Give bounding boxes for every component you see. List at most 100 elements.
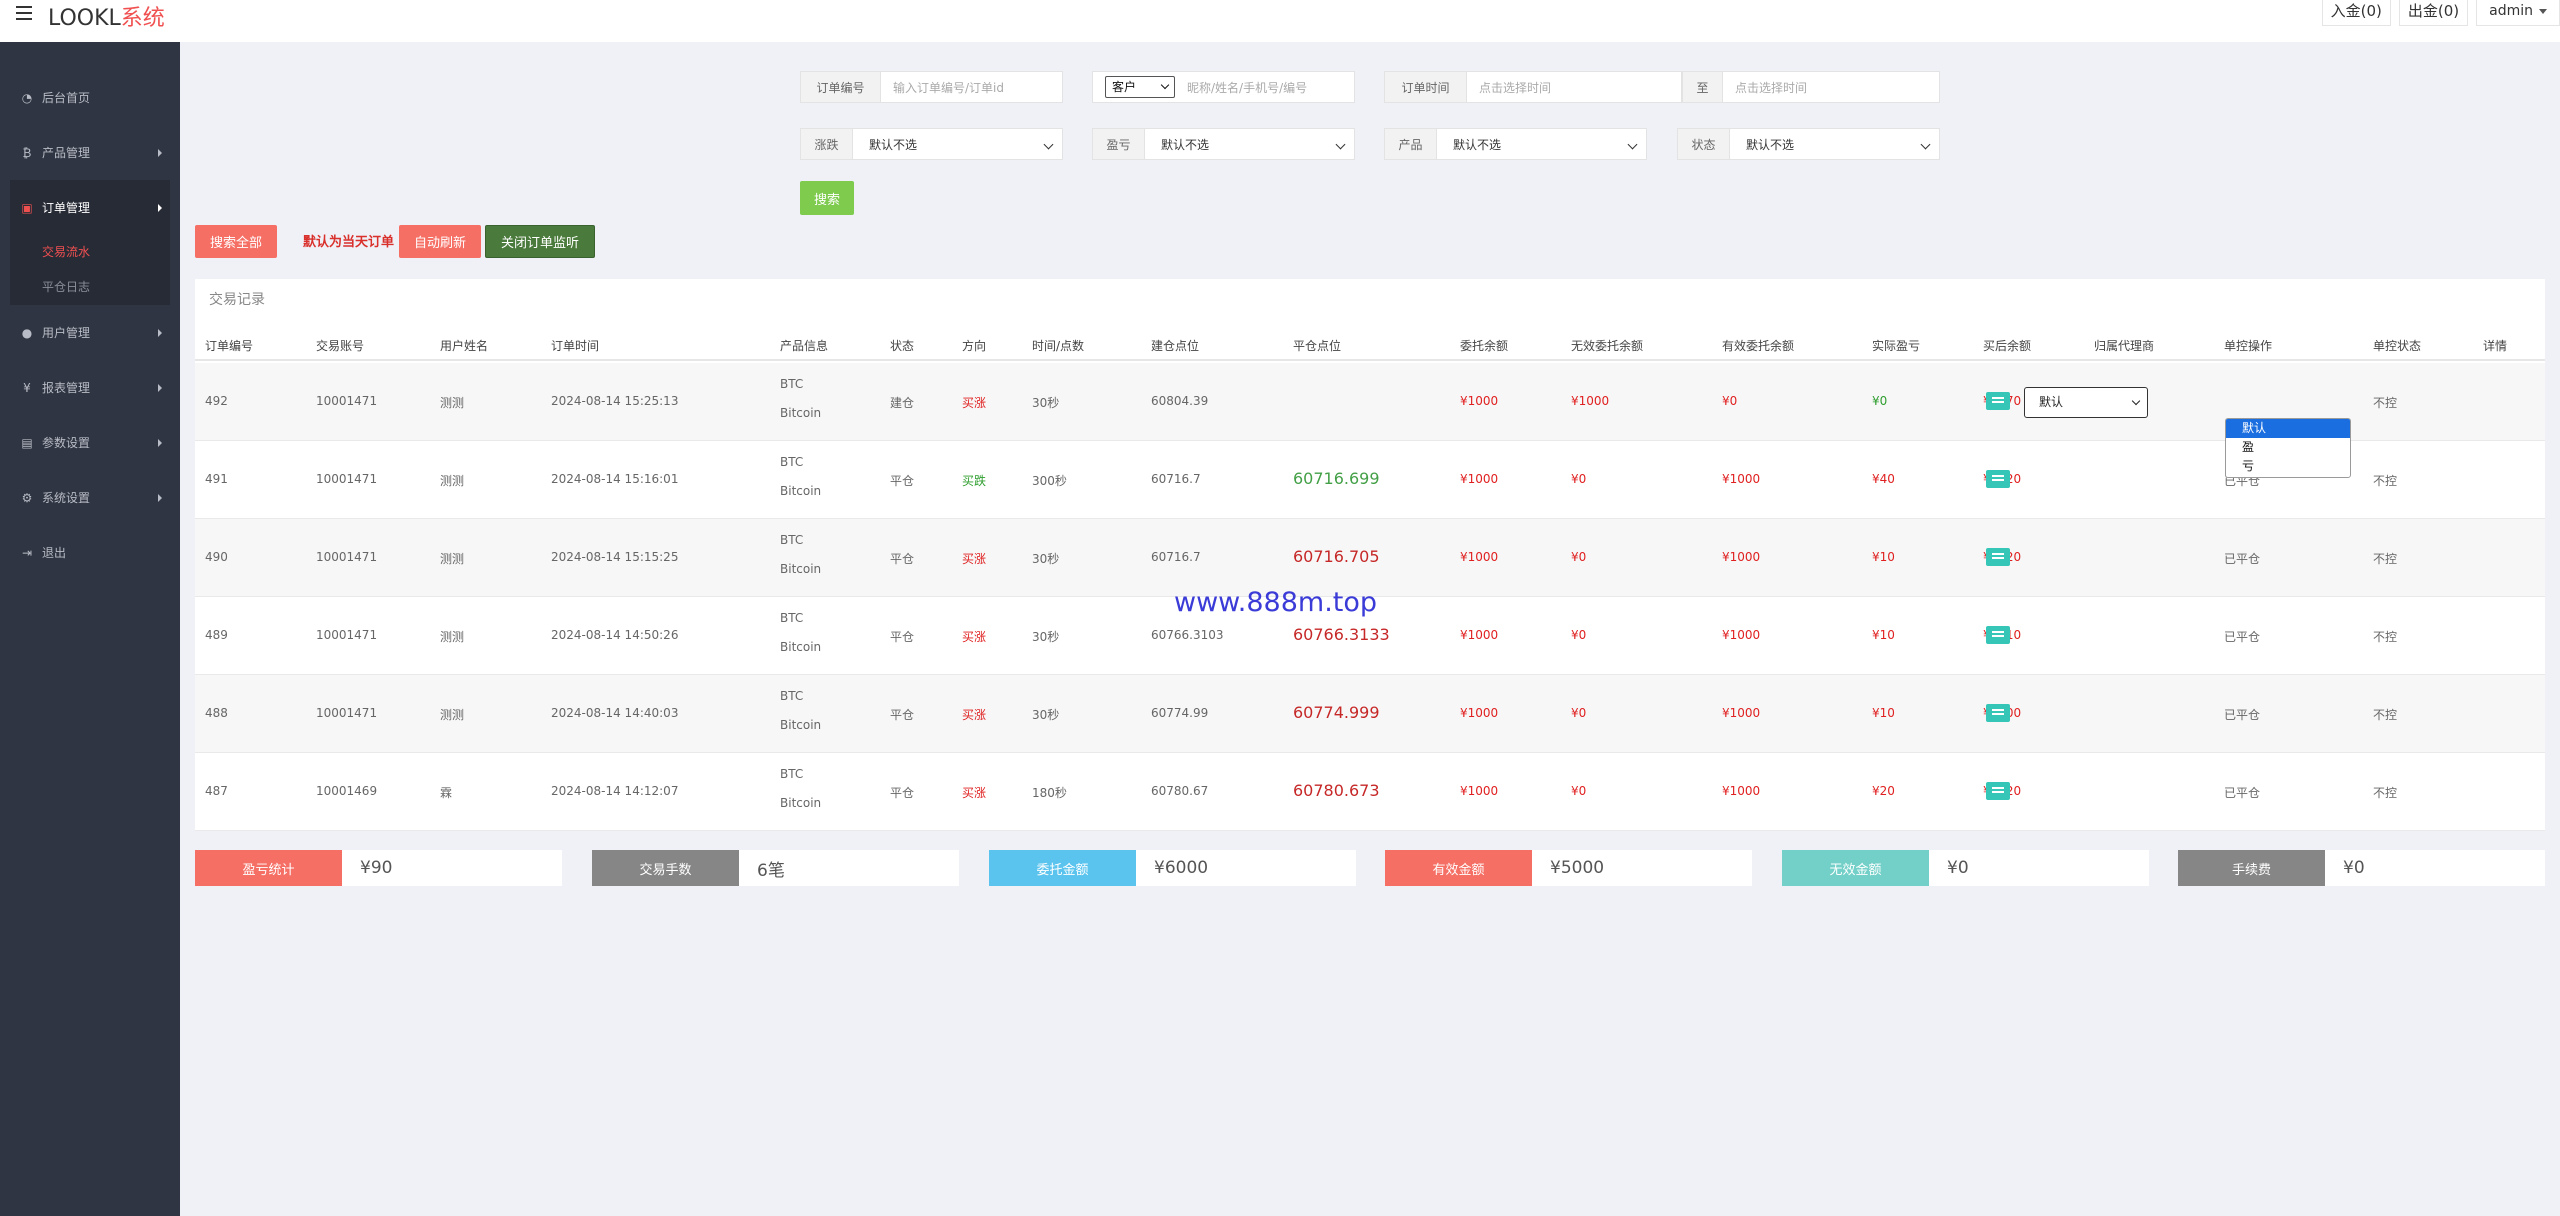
cell-account: 10001471 [316, 628, 378, 642]
cell-time: 2024-08-14 14:50:26 [551, 628, 679, 642]
single-control-select[interactable]: 默认 [2024, 387, 2148, 418]
chevron-down-icon [1160, 80, 1170, 90]
updown-label: 涨跌 [801, 129, 853, 159]
customer-type-select[interactable]: 客户 [1105, 76, 1175, 98]
sidebar-item-users[interactable]: ● 用户管理 [0, 305, 180, 360]
cell-entrust: ¥1000 [1460, 706, 1499, 720]
column-header: 买后余额 [1983, 339, 2032, 353]
order-number-input[interactable]: 输入订单编号/订单id [893, 80, 1004, 95]
cell-account: 10001469 [316, 784, 378, 798]
close-order-monitor-button[interactable]: 关闭订单监听 [485, 225, 595, 258]
detail-icon[interactable] [1986, 392, 2010, 410]
column-header: 委托余额 [1460, 339, 1509, 353]
column-header: 时间/点数 [1032, 339, 1085, 353]
sidebar-item-reports[interactable]: ¥ 报表管理 [0, 360, 180, 415]
detail-icon[interactable] [1986, 782, 2010, 800]
sidebar-item-logout[interactable]: ⇥ 退出 [21, 545, 67, 561]
cell-control-status: 不控 [2373, 552, 2398, 566]
updown-select[interactable]: 默认不选 [853, 129, 1062, 159]
table-row: 488 10001471 测测 2024-08-14 14:40:03 BTC Bitco… [195, 675, 2545, 753]
table-row: 492 10001471 测测 2024-08-14 15:25:13 BTC Bitco… [195, 363, 2545, 441]
cell-name: 霖 [440, 786, 453, 800]
status-filter: 状态 默认不选 [1677, 128, 1940, 160]
stat-value: ¥0 [2343, 858, 2365, 878]
yen-icon: ¥ [23, 380, 31, 395]
sidebar-subitem-close-log[interactable]: 平仓日志 [42, 280, 91, 294]
dropdown-option-loss[interactable]: 亏 [2242, 459, 2255, 473]
order-number-label: 订单编号 [801, 72, 881, 102]
detail-icon[interactable] [1986, 470, 2010, 488]
cell-control-status: 不控 [2373, 630, 2398, 644]
dropdown-option-profit[interactable]: 盈 [2242, 440, 2255, 454]
control-dropdown-list: 默认 盈 亏 [2225, 418, 2351, 478]
status-select[interactable]: 默认不选 [1730, 129, 1939, 159]
sidebar-item-system[interactable]: ⚙ 系统设置 [0, 470, 180, 525]
column-header: 单控状态 [2373, 339, 2422, 353]
cell-name: 测测 [440, 708, 465, 722]
gears-icon: ⚙ [21, 490, 33, 505]
cell-duration: 30秒 [1032, 708, 1060, 722]
stat-value: ¥90 [360, 858, 393, 878]
search-all-button[interactable]: 搜索全部 [195, 225, 277, 258]
product-select[interactable]: 默认不选 [1437, 129, 1646, 159]
detail-icon[interactable] [1986, 704, 2010, 722]
cell-invalid: ¥0 [1571, 784, 1587, 798]
column-header: 产品信息 [780, 339, 829, 353]
column-header: 方向 [962, 339, 987, 353]
top-bar: LOOKL系统 入金(0) 出金(0) admin [0, 0, 2560, 42]
detail-icon[interactable] [1986, 626, 2010, 644]
user-menu[interactable]: admin [2476, 0, 2560, 26]
cell-time: 2024-08-14 14:12:07 [551, 784, 679, 798]
cell-open: 60716.7 [1151, 550, 1201, 564]
sidebar-item-products[interactable]: ₿ 产品管理 [0, 125, 180, 180]
menu-toggle-icon[interactable] [16, 6, 32, 20]
column-header: 用户姓名 [440, 339, 489, 353]
chevron-right-icon [158, 494, 162, 502]
cell-close: 60780.673 [1293, 781, 1380, 800]
profit-select[interactable]: 默认不选 [1145, 129, 1354, 159]
dashboard-icon: ◔ [21, 90, 33, 105]
cell-valid: ¥1000 [1722, 706, 1761, 720]
cell-direction: 买涨 [962, 552, 987, 566]
cell-prod-name: Bitcoin [780, 406, 822, 420]
cell-id: 492 [205, 394, 228, 408]
sidebar-item-params[interactable]: ▤ 参数设置 [0, 415, 180, 470]
order-time-filter: 订单时间 点击选择时间 [1384, 71, 1682, 103]
cell-duration: 30秒 [1032, 552, 1060, 566]
dropdown-option-default[interactable]: 默认 [2226, 419, 2350, 438]
cell-control: 已平仓 [2224, 552, 2261, 566]
sidebar-item-orders[interactable]: ▣ 订单管理 [10, 180, 170, 235]
time-start-input[interactable]: 点击选择时间 [1479, 80, 1552, 95]
cell-direction: 买涨 [962, 630, 987, 644]
table-row: 491 10001471 测测 2024-08-14 15:16:01 BTC Bitco… [195, 441, 2545, 519]
cell-status: 平仓 [890, 474, 915, 488]
cell-control-status: 不控 [2373, 786, 2398, 800]
cell-pnl: ¥10 [1872, 550, 1895, 564]
cell-prod-code: BTC [780, 689, 804, 703]
stat-label: 交易手数 [592, 850, 739, 886]
cell-valid: ¥1000 [1722, 628, 1761, 642]
table-row: 489 10001471 测测 2024-08-14 14:50:26 BTC Bitco… [195, 597, 2545, 675]
chevron-right-icon [158, 149, 162, 157]
cell-id: 490 [205, 550, 228, 564]
chevron-right-icon [158, 204, 162, 212]
panel-title: 交易记录 [209, 292, 265, 308]
detail-icon[interactable] [1986, 548, 2010, 566]
cell-invalid: ¥1000 [1571, 394, 1610, 408]
cell-prod-code: BTC [780, 533, 804, 547]
cell-entrust: ¥1000 [1460, 394, 1499, 408]
sidebar-subitem-trades[interactable]: 交易流水 [42, 245, 91, 259]
customer-search-input[interactable]: 昵称/姓名/手机号/编号 [1187, 80, 1308, 95]
cell-prod-code: BTC [780, 455, 804, 469]
deposit-button[interactable]: 入金(0) [2321, 0, 2391, 26]
time-end-input[interactable]: 点击选择时间 [1735, 80, 1808, 95]
cell-id: 488 [205, 706, 228, 720]
cell-prod-name: Bitcoin [780, 718, 822, 732]
cell-status: 建仓 [890, 396, 915, 410]
logout-icon: ⇥ [21, 545, 33, 560]
withdraw-button[interactable]: 出金(0) [2398, 0, 2469, 26]
search-button[interactable]: 搜索 [800, 181, 854, 215]
auto-refresh-button[interactable]: 自动刷新 [399, 225, 481, 258]
sidebar-item-dashboard[interactable]: ◔ 后台首页 [21, 90, 91, 106]
cell-entrust: ¥1000 [1460, 628, 1499, 642]
